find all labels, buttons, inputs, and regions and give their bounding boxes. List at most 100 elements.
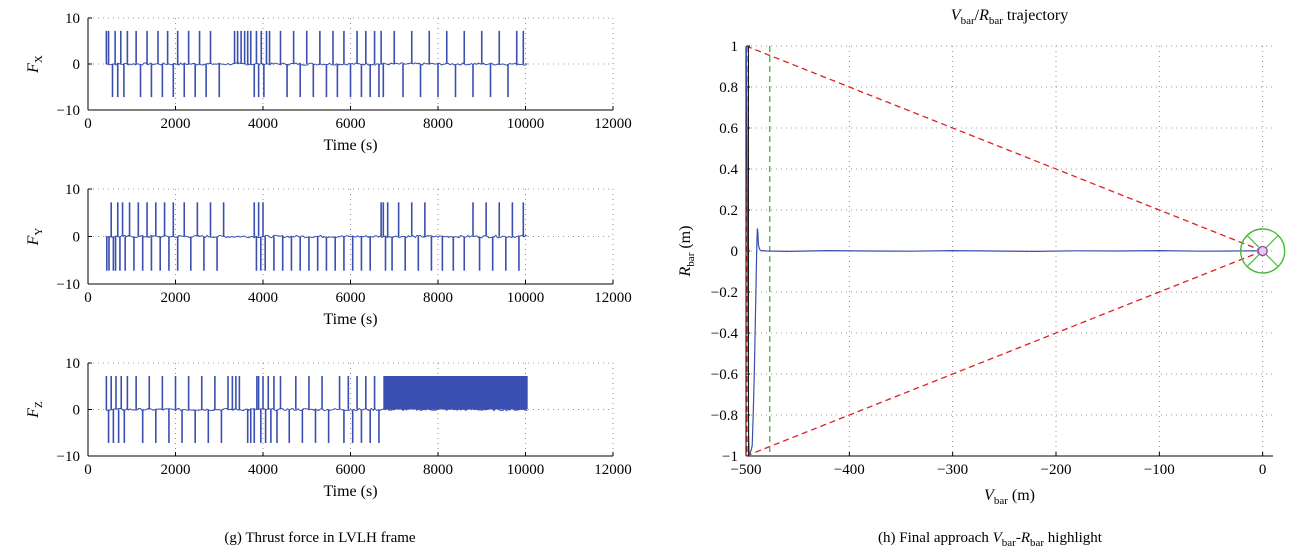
fy-pulse xyxy=(116,202,119,237)
fy-pulse xyxy=(121,202,124,237)
fy-pulse xyxy=(485,202,487,237)
traj-ylabel-text: Rbar (m) xyxy=(677,226,697,278)
fy-pulse xyxy=(112,236,115,271)
fx-ytick-label: 0 xyxy=(73,57,81,73)
fy-pulse xyxy=(114,236,117,271)
fy-ylabel-sub: Y xyxy=(33,228,45,236)
fz-pulse xyxy=(161,376,164,410)
fz-pulse xyxy=(260,409,262,443)
traj-cone-upper xyxy=(745,45,1263,252)
fz-pulse xyxy=(301,409,304,443)
fx-pulse xyxy=(176,30,179,65)
fz-pulse xyxy=(264,409,267,443)
fz-xtick-label: 8000 xyxy=(423,462,453,478)
fx-pulse xyxy=(365,30,367,65)
fz-xtick-label: 6000 xyxy=(336,462,366,478)
fx-pulse xyxy=(263,64,265,98)
traj-xlabel-main: V xyxy=(984,487,996,504)
fx-pulse xyxy=(257,64,260,98)
fx-xtick-label: 2000 xyxy=(161,116,191,132)
fz-series-line xyxy=(105,407,528,412)
fy-pulse xyxy=(281,236,284,271)
fy-pulse xyxy=(216,236,218,271)
fx-pulse xyxy=(515,30,518,65)
fz-pulse xyxy=(314,409,317,443)
fz-dense-block xyxy=(383,376,528,410)
data-layer xyxy=(105,30,1286,457)
fy-pulse xyxy=(264,236,266,271)
fx-pulse xyxy=(105,30,108,65)
fx-pulse xyxy=(218,64,221,98)
fz-pulse xyxy=(126,376,129,410)
fx-pulse xyxy=(349,64,352,98)
fx-pulse xyxy=(312,64,315,98)
fx-pulse xyxy=(249,30,252,65)
fz-pulse xyxy=(112,409,115,443)
fy-pulse xyxy=(369,236,371,271)
fx-pulse xyxy=(268,30,271,65)
fx-pulse xyxy=(139,64,142,98)
fz-pulse xyxy=(181,409,183,443)
traj-target-core xyxy=(1257,245,1268,257)
traj-xtick-label: −400 xyxy=(834,462,865,478)
fz-pulse xyxy=(253,409,256,443)
fy-pulse xyxy=(108,236,110,271)
fx-pulse xyxy=(489,64,492,98)
caption-right-prefix: (h) Final approach xyxy=(878,530,993,546)
fz-pulse xyxy=(288,409,291,443)
fy-pulse xyxy=(124,236,126,271)
fy-xtick-label: 6000 xyxy=(336,290,366,306)
fx-pulse xyxy=(332,30,334,65)
fx-pulse xyxy=(343,30,345,65)
fx-xtick-label: 4000 xyxy=(248,116,278,132)
fz-pulse xyxy=(105,376,108,410)
fy-pulse xyxy=(430,236,433,271)
fz-xtick-label: 12000 xyxy=(594,462,632,478)
fy-pulse xyxy=(511,202,514,237)
fx-pulse xyxy=(209,30,212,65)
fy-ytick-label: 0 xyxy=(73,230,81,246)
fx-pulse xyxy=(410,30,413,65)
fx-ytick-label: 10 xyxy=(65,11,80,27)
fx-ylabel-sub: X xyxy=(33,55,45,63)
fy-pulse xyxy=(255,236,258,271)
fz-ylabel-main: F xyxy=(25,408,42,419)
fx-pulse xyxy=(305,30,308,65)
fx-pulse xyxy=(166,30,169,65)
fz-pulse xyxy=(347,376,350,410)
fx-ytick-label: −10 xyxy=(57,103,80,119)
fz-pulse xyxy=(123,409,126,443)
fy-pulse xyxy=(478,236,481,271)
fx-pulse xyxy=(183,64,186,98)
traj-ytick-label: −1 xyxy=(722,449,738,465)
traj-ytick-label: 1 xyxy=(731,39,739,55)
fy-xtick-label: 8000 xyxy=(423,290,453,306)
fz-pulse xyxy=(321,376,323,410)
fx-xtick-label: 0 xyxy=(84,116,92,132)
fz-ytick-label: 10 xyxy=(65,356,80,372)
fy-ytick-label: −10 xyxy=(57,277,80,293)
traj-title-rest: trajectory xyxy=(1003,7,1068,24)
fz-pulse xyxy=(273,376,275,410)
fy-pulse xyxy=(106,236,108,271)
fy-pulse xyxy=(172,202,175,237)
fy-pulse xyxy=(146,202,148,237)
fx-pulse xyxy=(498,30,501,65)
fx-ylabel-text: FX xyxy=(25,55,45,74)
fx-pulse xyxy=(463,30,466,65)
fy-pulse xyxy=(410,202,413,237)
fz-pulse xyxy=(155,409,157,443)
traj-xlabel-unit: (m) xyxy=(1008,487,1035,504)
fy-pulse xyxy=(386,202,389,237)
fx-pulse xyxy=(255,30,258,65)
fy-pulse xyxy=(196,202,199,237)
traj-target-circle xyxy=(1239,228,1286,274)
fy-pulse xyxy=(397,202,400,237)
traj-xlabel-sub: bar xyxy=(994,495,1008,507)
fz-pulse xyxy=(187,376,190,410)
fz-pulse xyxy=(115,376,117,410)
fz-pulse xyxy=(174,376,177,410)
fz-pulse xyxy=(356,376,358,410)
